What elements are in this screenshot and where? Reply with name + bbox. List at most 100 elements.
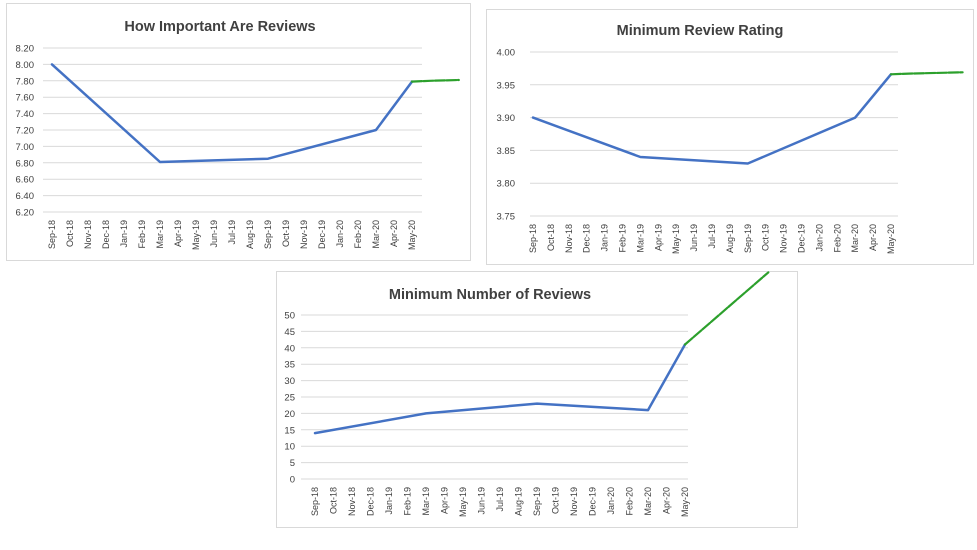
series-line-projection bbox=[683, 271, 770, 346]
y-tick-label: 45 bbox=[284, 327, 295, 338]
series-line-actual bbox=[313, 343, 687, 435]
y-tick-label: 8.20 bbox=[16, 44, 35, 55]
y-tick-label: 3.85 bbox=[497, 146, 516, 157]
x-tick-label: Nov-19 bbox=[569, 487, 579, 516]
x-tick-label: Apr-19 bbox=[440, 487, 450, 514]
x-tick-label: Jul-19 bbox=[227, 220, 237, 245]
chart-title: Minimum Review Rating bbox=[617, 23, 784, 39]
x-tick-label: Feb-19 bbox=[137, 220, 147, 249]
y-tick-label: 10 bbox=[284, 442, 295, 453]
x-tick-label: Aug-19 bbox=[514, 487, 524, 516]
y-tick-label: 35 bbox=[284, 360, 295, 371]
y-tick-label: 4.00 bbox=[497, 48, 516, 59]
x-tick-label: May-20 bbox=[407, 220, 417, 250]
x-tick-label: Oct-18 bbox=[329, 487, 339, 514]
chart-minimum-number-of-reviews: Minimum Number of Reviews 0 5 10 15 20 25 30 35… bbox=[284, 271, 770, 517]
y-tick-label: 7.80 bbox=[16, 76, 35, 87]
x-tick-label: Dec-19 bbox=[797, 224, 807, 253]
x-tick-label: Dec-19 bbox=[588, 487, 598, 516]
chart-title: Minimum Number of Reviews bbox=[389, 287, 591, 303]
x-tick-label: May-19 bbox=[458, 487, 468, 517]
y-tick-label: 30 bbox=[284, 376, 295, 387]
x-tick-label: Oct-19 bbox=[551, 487, 561, 514]
series-line-projection bbox=[410, 78, 460, 83]
chart-panel-min-rating: Minimum Review Rating 3.75 3.80 3.85 3.90 3.… bbox=[486, 9, 974, 265]
chart-title: How Important Are Reviews bbox=[124, 19, 315, 35]
y-tick-label: 3.75 bbox=[497, 212, 516, 223]
x-tick-label: Feb-19 bbox=[403, 487, 413, 516]
y-tick-label: 40 bbox=[284, 343, 295, 354]
x-tick-label: Sep-19 bbox=[263, 220, 273, 249]
x-tick-label: May-20 bbox=[680, 487, 690, 517]
x-tick-label: Feb-19 bbox=[618, 224, 628, 253]
x-tick-label: Nov-18 bbox=[347, 487, 357, 516]
x-tick-label: Jun-19 bbox=[209, 220, 219, 248]
x-tick-label: Mar-20 bbox=[643, 487, 653, 516]
y-tick-label: 20 bbox=[284, 409, 295, 420]
y-tick-label: 0 bbox=[290, 475, 295, 486]
y-tick-label: 25 bbox=[284, 393, 295, 404]
y-tick-label: 6.80 bbox=[16, 158, 35, 169]
x-tick-label: Jan-20 bbox=[814, 224, 824, 252]
x-tick-label: Sep-18 bbox=[47, 220, 57, 249]
x-tick-label: Oct-19 bbox=[761, 224, 771, 251]
y-tick-label: 50 bbox=[284, 311, 295, 322]
series-line-projection bbox=[889, 71, 964, 76]
x-tick-label: Dec-18 bbox=[101, 220, 111, 249]
series-line-actual bbox=[531, 73, 893, 165]
x-tick-label: Sep-18 bbox=[528, 224, 538, 253]
x-tick-label: Apr-19 bbox=[653, 224, 663, 251]
x-tick-label: Mar-20 bbox=[850, 224, 860, 253]
y-tick-label: 7.00 bbox=[16, 142, 35, 153]
y-tick-label: 6.40 bbox=[16, 191, 35, 202]
x-tick-label: Jan-19 bbox=[384, 487, 394, 515]
x-tick-label: Nov-19 bbox=[299, 220, 309, 249]
x-tick-label: Feb-20 bbox=[353, 220, 363, 249]
y-tick-label: 7.60 bbox=[16, 93, 35, 104]
x-tick-label: Nov-18 bbox=[564, 224, 574, 253]
x-tick-label: Jan-20 bbox=[335, 220, 345, 248]
x-tick-label: May-20 bbox=[886, 224, 896, 254]
y-tick-label: 5 bbox=[290, 458, 295, 469]
x-tick-label: Jan-19 bbox=[119, 220, 129, 248]
y-tick-label: 15 bbox=[284, 425, 295, 436]
series-line-actual bbox=[50, 63, 414, 164]
x-tick-label: Jul-19 bbox=[495, 487, 505, 512]
y-tick-label: 3.95 bbox=[497, 80, 516, 91]
x-tick-label: Oct-18 bbox=[65, 220, 75, 247]
y-tick-label: 6.20 bbox=[16, 208, 35, 219]
x-tick-label: Dec-18 bbox=[366, 487, 376, 516]
x-tick-label: Apr-19 bbox=[173, 220, 183, 247]
x-tick-label: Dec-19 bbox=[317, 220, 327, 249]
y-tick-label: 3.80 bbox=[497, 179, 516, 190]
x-tick-label: Aug-19 bbox=[725, 224, 735, 253]
x-tick-label: Jun-19 bbox=[689, 224, 699, 252]
x-tick-label: Jan-19 bbox=[600, 224, 610, 252]
x-tick-label: Oct-18 bbox=[546, 224, 556, 251]
x-tick-label: Jun-19 bbox=[477, 487, 487, 515]
chart-panel-min-number: Minimum Number of Reviews 0 5 10 15 20 25 30 35… bbox=[276, 271, 798, 528]
x-tick-label: Feb-20 bbox=[625, 487, 635, 516]
x-tick-label: Jul-19 bbox=[707, 224, 717, 249]
x-tick-label: Mar-19 bbox=[155, 220, 165, 249]
x-tick-label: Sep-19 bbox=[743, 224, 753, 253]
x-tick-label: Feb-20 bbox=[832, 224, 842, 253]
x-tick-label: Oct-19 bbox=[281, 220, 291, 247]
y-tick-label: 7.40 bbox=[16, 109, 35, 120]
x-tick-label: Apr-20 bbox=[389, 220, 399, 247]
y-tick-label: 6.60 bbox=[16, 175, 35, 186]
x-tick-label: Sep-19 bbox=[532, 487, 542, 516]
x-tick-label: Nov-19 bbox=[779, 224, 789, 253]
x-tick-label: May-19 bbox=[191, 220, 201, 250]
x-tick-label: May-19 bbox=[671, 224, 681, 254]
x-tick-label: Nov-18 bbox=[83, 220, 93, 249]
x-tick-label: Apr-20 bbox=[868, 224, 878, 251]
x-tick-label: Sep-18 bbox=[310, 487, 320, 516]
x-tick-label: Mar-20 bbox=[371, 220, 381, 249]
y-tick-label: 8.00 bbox=[16, 60, 35, 71]
chart-panel-how-important: How Important Are Reviews 6.20 6.40 6.60 6.… bbox=[6, 3, 471, 261]
y-tick-label: 3.90 bbox=[497, 113, 516, 124]
x-tick-label: Mar-19 bbox=[421, 487, 431, 516]
x-tick-label: Jan-20 bbox=[606, 487, 616, 515]
chart-minimum-review-rating: Minimum Review Rating 3.75 3.80 3.85 3.90 3.… bbox=[497, 23, 964, 254]
